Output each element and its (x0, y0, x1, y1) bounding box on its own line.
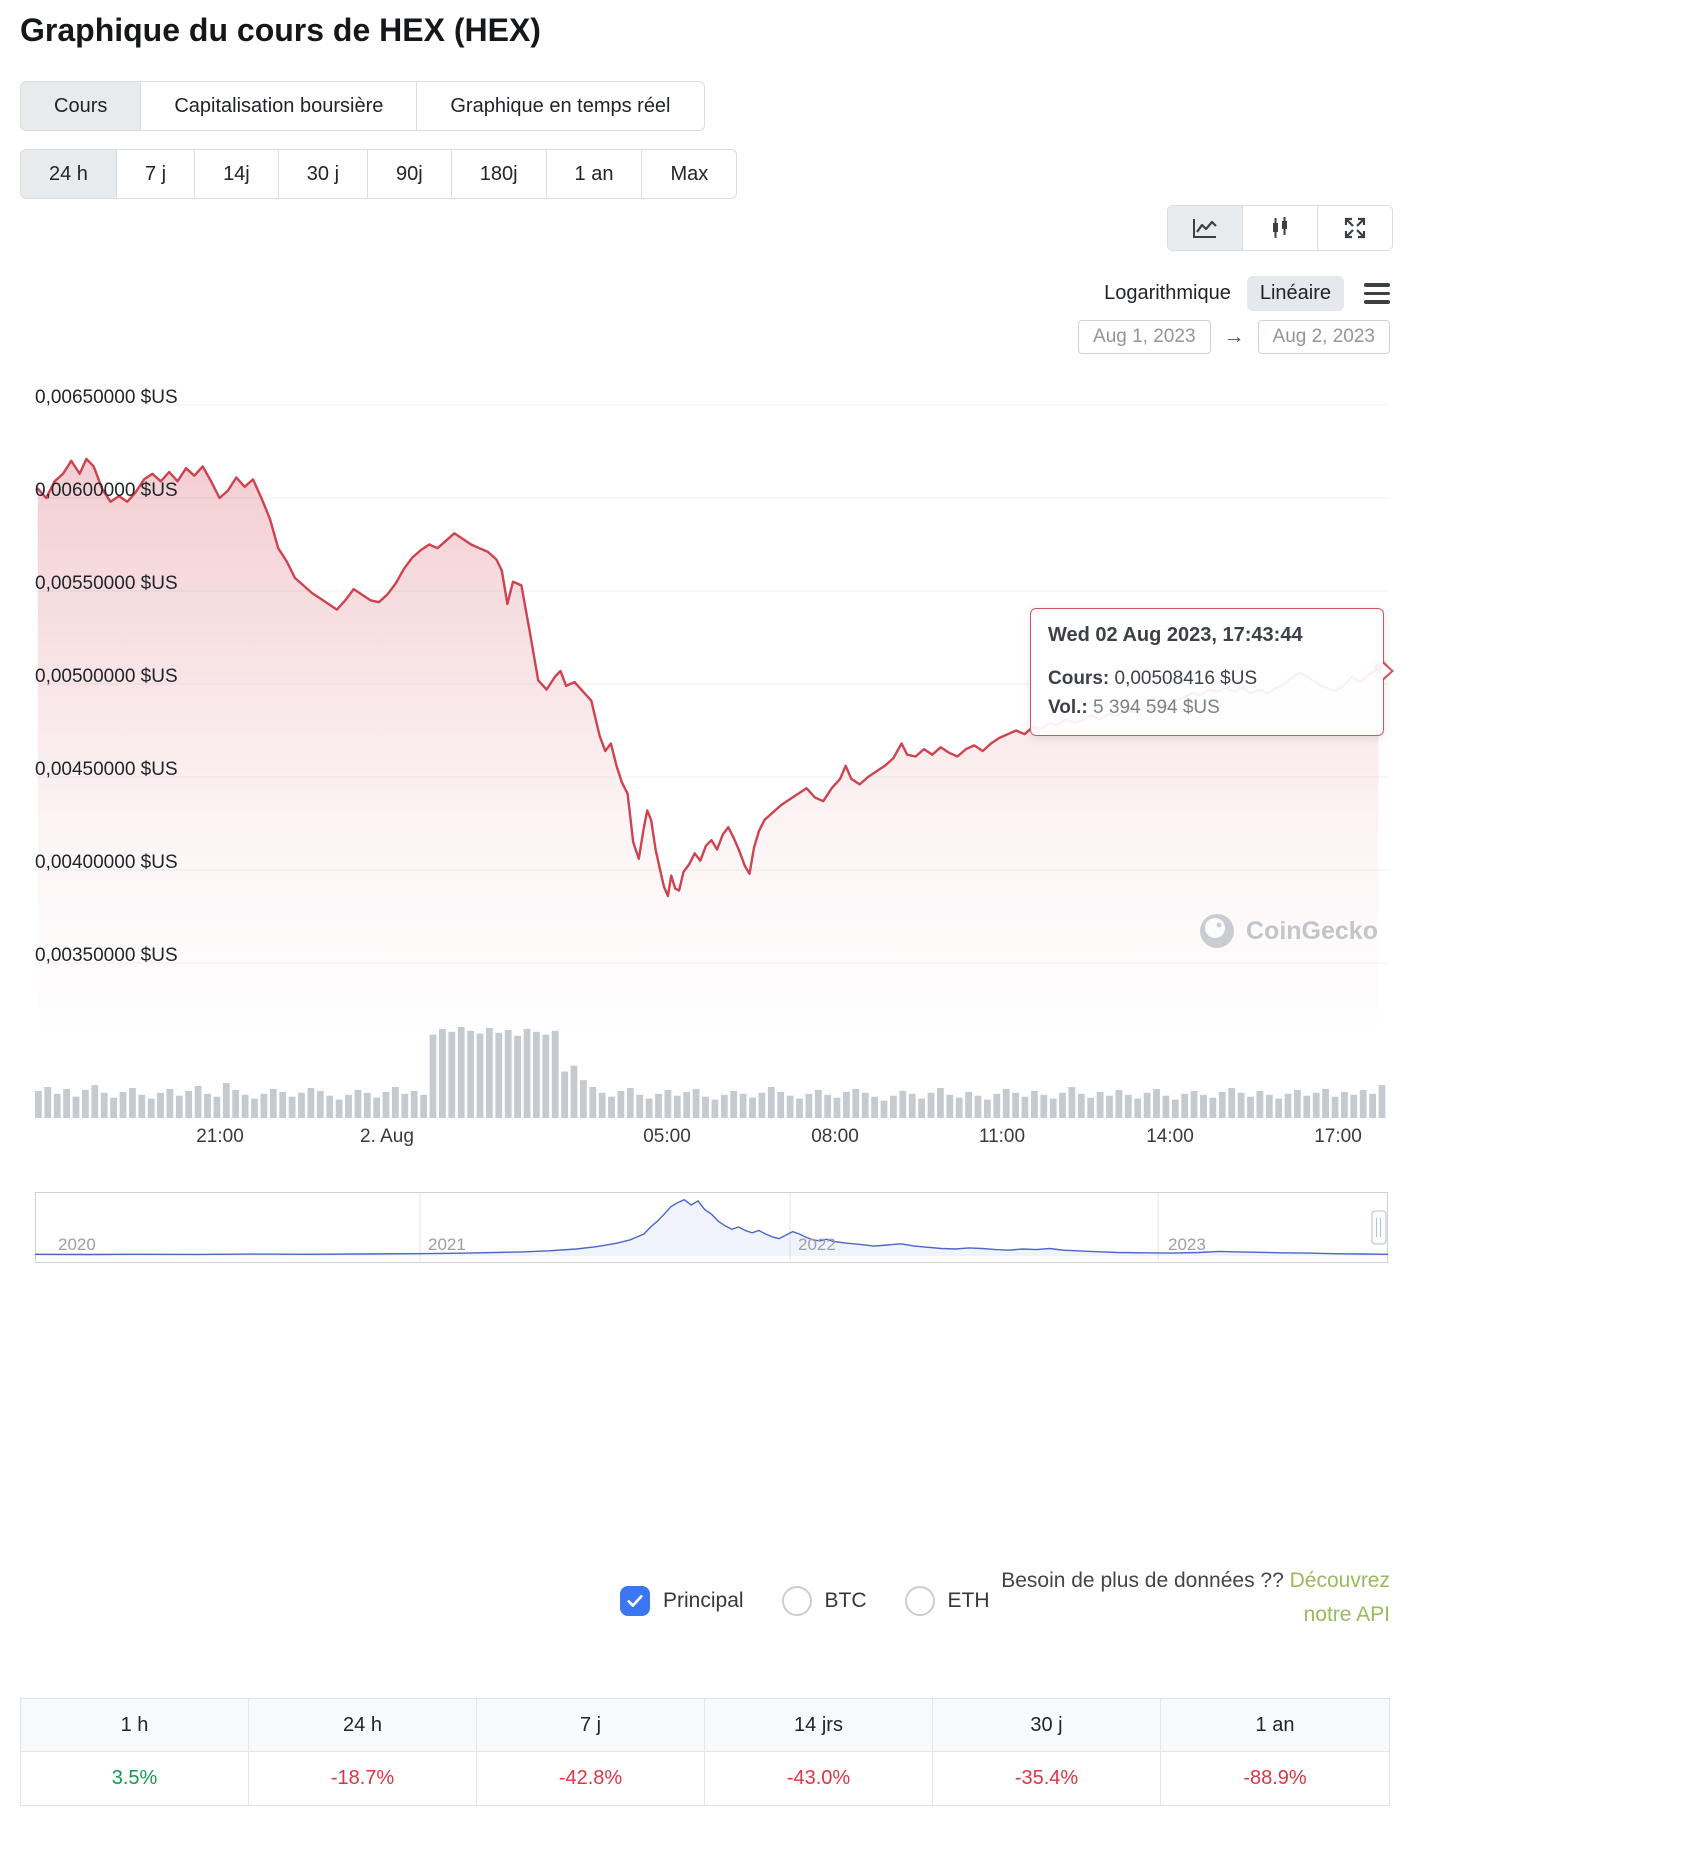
principal-checkbox[interactable] (620, 1586, 650, 1616)
fullscreen-button[interactable] (1317, 206, 1392, 250)
range-1y[interactable]: 1 an (545, 149, 643, 199)
api-link-part2[interactable]: notre API (1303, 1603, 1390, 1626)
y-tick-label: 0,00500000 $US (35, 666, 178, 687)
chart-style-toggle (1167, 205, 1393, 251)
api-promo-text: Besoin de plus de données ?? (1001, 1569, 1284, 1592)
api-link-part1[interactable]: Découvrez (1289, 1569, 1390, 1592)
navigator-year-label: 2022 (798, 1235, 836, 1254)
y-tick-label: 0,00550000 $US (35, 573, 178, 594)
log-scale-button[interactable]: Logarithmique (1104, 282, 1231, 304)
range-180d[interactable]: 180j (450, 149, 547, 199)
x-tick-label: 14:00 (1146, 1126, 1194, 1147)
arrow-right-icon: → (1223, 325, 1245, 348)
legend-label-principal: Principal (663, 1589, 744, 1612)
perf-value-7d: -42.8% (477, 1752, 705, 1805)
y-tick-label: 0,00600000 $US (35, 480, 178, 501)
range-7d[interactable]: 7 j (115, 149, 196, 199)
tooltip-date: Wed 02 Aug 2023, 17:43:44 (1048, 624, 1303, 646)
range-24h[interactable]: 24 h (20, 149, 117, 199)
btc-checkbox[interactable] (781, 1586, 812, 1616)
watermark-text: CoinGecko (1246, 916, 1378, 945)
line-chart-button[interactable] (1168, 206, 1242, 250)
tooltip-volume-row: Vol.: 5 394 594 $US (1048, 694, 1366, 723)
navigator-year-label: 2020 (58, 1235, 96, 1254)
api-promo: Besoin de plus de données ?? Découvrez n… (1001, 1564, 1390, 1632)
tooltip-price-label: Cours: (1048, 668, 1110, 689)
check-icon (627, 1595, 643, 1607)
tooltip-price-value: 0,00508416 $US (1114, 668, 1258, 689)
range-30d[interactable]: 30 j (277, 149, 369, 199)
perf-value-14d: -43.0% (705, 1752, 933, 1805)
navigator-year-label: 2023 (1168, 1235, 1206, 1254)
time-range-tabs: 24 h 7 j 14j 30 j 90j 180j 1 an Max (20, 149, 738, 199)
x-tick-label: 05:00 (643, 1126, 691, 1147)
tooltip-price-row: Cours: 0,00508416 $US (1048, 665, 1366, 694)
range-max[interactable]: Max (641, 149, 738, 199)
chart-type-tabs: Cours Capitalisation boursière Graphique… (20, 81, 705, 131)
y-tick-label: 0,00400000 $US (35, 852, 178, 873)
perf-col-7d: 7 j (477, 1699, 705, 1752)
price-chart[interactable] (0, 390, 1410, 1150)
range-14d[interactable]: 14j (194, 149, 279, 199)
menu-icon[interactable] (1364, 283, 1390, 304)
candlestick-icon (1273, 217, 1287, 238)
page-title: Graphique du cours de HEX (HEX) (20, 12, 541, 48)
y-tick-label: 0,00450000 $US (35, 759, 178, 780)
tooltip-volume-value: 5 394 594 $US (1093, 696, 1220, 718)
fullscreen-icon (1344, 217, 1366, 239)
navigator-year-label: 2021 (428, 1235, 466, 1254)
perf-value-1h: 3.5% (21, 1752, 249, 1805)
coingecko-logo-icon (1200, 914, 1234, 948)
x-tick-label: 2. Aug (360, 1126, 414, 1147)
y-tick-label: 0,00650000 $US (35, 387, 178, 408)
x-tick-label: 08:00 (811, 1126, 859, 1147)
legend-item-btc[interactable]: BTC (781, 1586, 867, 1616)
perf-value-24h: -18.7% (249, 1752, 477, 1805)
candlestick-button[interactable] (1242, 206, 1317, 250)
tooltip-volume-label: Vol.: (1048, 696, 1088, 718)
x-tick-label: 21:00 (196, 1126, 244, 1147)
series-legend: Principal BTC ETH (620, 1586, 990, 1616)
range-navigator[interactable]: 2020 2021 2022 2023 (35, 1192, 1388, 1263)
perf-value-30d: -35.4% (933, 1752, 1161, 1805)
linear-scale-button[interactable]: Linéaire (1246, 276, 1344, 311)
performance-table: 1 h 24 h 7 j 14 jrs 30 j 1 an 3.5% -18.7… (20, 1698, 1390, 1806)
legend-label-btc: BTC (824, 1589, 867, 1612)
x-tick-label: 17:00 (1314, 1126, 1362, 1147)
y-tick-label: 0,00350000 $US (35, 945, 178, 966)
perf-col-1h: 1 h (21, 1699, 249, 1752)
legend-item-principal[interactable]: Principal (620, 1586, 744, 1616)
date-range-controls: Aug 1, 2023 → Aug 2, 2023 (1078, 320, 1390, 354)
perf-col-24h: 24 h (249, 1699, 477, 1752)
tab-cours[interactable]: Cours (20, 81, 142, 131)
legend-item-eth[interactable]: ETH (904, 1586, 990, 1616)
tab-market-cap[interactable]: Capitalisation boursière (140, 81, 418, 131)
range-90d[interactable]: 90j (367, 149, 452, 199)
scale-controls: Logarithmique Linéaire (1104, 276, 1390, 311)
perf-col-30d: 30 j (933, 1699, 1161, 1752)
chart-tooltip: Wed 02 Aug 2023, 17:43:44 Cours: 0,00508… (1030, 608, 1394, 736)
eth-checkbox[interactable] (904, 1586, 935, 1616)
legend-label-eth: ETH (947, 1589, 990, 1612)
date-to-input[interactable]: Aug 2, 2023 (1257, 320, 1390, 354)
tab-live-chart[interactable]: Graphique en temps réel (416, 81, 705, 131)
perf-value-1y: -88.9% (1243, 1767, 1307, 1789)
coingecko-watermark: CoinGecko (1198, 912, 1378, 950)
navigator-handle[interactable] (1371, 1210, 1387, 1245)
perf-col-1y: 1 an (1161, 1699, 1389, 1752)
date-from-input[interactable]: Aug 1, 2023 (1078, 320, 1211, 354)
perf-col-14d: 14 jrs (705, 1699, 933, 1752)
line-chart-icon (1193, 219, 1217, 238)
x-tick-label: 11:00 (978, 1126, 1026, 1147)
